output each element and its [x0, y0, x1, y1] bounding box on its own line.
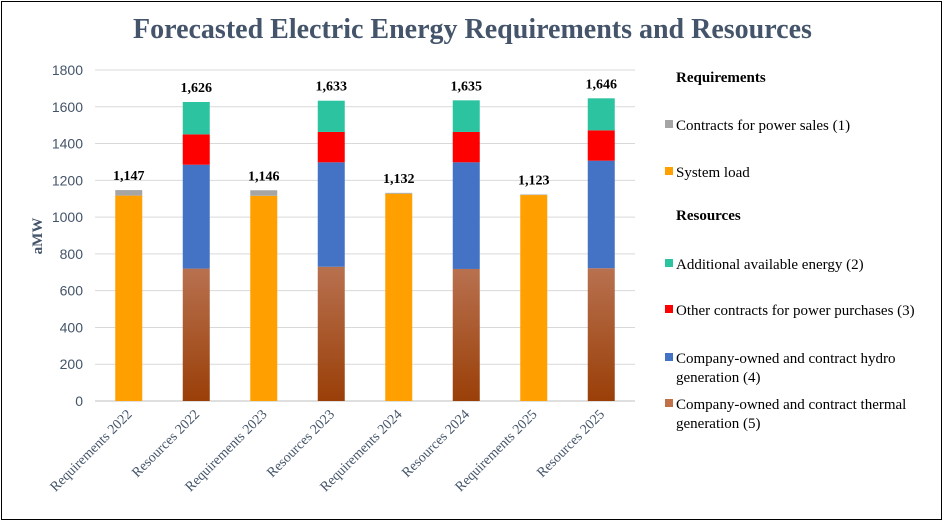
bar-total-label: 1,646 — [586, 77, 618, 92]
bar-segment — [587, 268, 615, 401]
bar-total-label: 1,123 — [518, 173, 550, 188]
bar-segment — [520, 195, 548, 401]
y-tick-label: 200 — [60, 356, 84, 372]
bar-segment — [182, 101, 210, 135]
bar-segment — [250, 190, 278, 196]
bar-segment — [317, 266, 345, 401]
y-tick-label: 1400 — [52, 136, 83, 152]
bar-segment — [182, 164, 210, 269]
y-tick-label: 400 — [60, 319, 84, 335]
x-tick-label: Resources 2023 — [265, 407, 339, 481]
bar-segment — [182, 268, 210, 401]
x-tick-label: Resources 2024 — [400, 407, 474, 481]
bar-total-label: 1,132 — [383, 172, 415, 187]
bar-segment — [587, 98, 615, 131]
legend-label: Additional available energy (2) — [676, 257, 864, 273]
y-tick-label: 1000 — [52, 209, 83, 225]
legend-swatch — [665, 305, 673, 313]
bar-total-label: 1,146 — [248, 169, 280, 184]
legend-heading: Requirements — [676, 70, 766, 86]
legend-label: Company-owned and contract hydro generat… — [676, 351, 896, 386]
bar-segment — [182, 134, 210, 165]
legend-swatch — [665, 259, 673, 267]
bar-total-label: 1,147 — [113, 169, 145, 184]
y-tick-label: 0 — [75, 393, 83, 409]
y-tick-label: 600 — [60, 283, 84, 299]
bar-segment — [452, 131, 480, 163]
bar-segment — [385, 192, 413, 194]
y-tick-label: 1600 — [52, 99, 83, 115]
bar-segment — [520, 194, 548, 196]
chart-title: Forecasted Electric Energy Requirements … — [133, 14, 812, 45]
bar-segment — [317, 100, 345, 132]
x-tick-label: Requirements 2022 — [48, 407, 136, 495]
bar-segment — [115, 195, 143, 401]
legend-heading: Resources — [676, 208, 741, 224]
bar-segment — [250, 195, 278, 401]
legend-swatch — [665, 167, 673, 175]
bar-segment — [385, 193, 413, 401]
legend-swatch — [665, 353, 673, 361]
legend-label: Other contracts for power purchases (3) — [676, 303, 915, 319]
bar-segment — [452, 268, 480, 401]
bar-segment — [317, 162, 345, 267]
bar-total-label: 1,626 — [181, 81, 213, 96]
bar-total-label: 1,633 — [316, 80, 348, 95]
bar-segment — [115, 190, 143, 196]
x-tick-label: Resources 2022 — [130, 407, 204, 481]
bar-segment — [452, 162, 480, 269]
bar-segment — [587, 130, 615, 161]
x-tick-label: Resources 2025 — [535, 407, 609, 481]
bar-segment — [317, 131, 345, 163]
bar-segment — [452, 100, 480, 132]
legend-label: System load — [676, 165, 750, 181]
y-tick-label: 1200 — [52, 172, 83, 188]
y-tick-label: 1800 — [52, 62, 83, 78]
legend-label: Contracts for power sales (1) — [676, 118, 851, 134]
legend-swatch — [665, 120, 673, 128]
bar-total-label: 1,635 — [451, 79, 483, 94]
y-axis-label: aMW — [30, 218, 46, 255]
legend-swatch — [665, 399, 673, 407]
y-tick-label: 800 — [60, 246, 84, 262]
legend-label: Company-owned and contract thermal gener… — [676, 397, 907, 432]
bar-segment — [587, 160, 615, 269]
